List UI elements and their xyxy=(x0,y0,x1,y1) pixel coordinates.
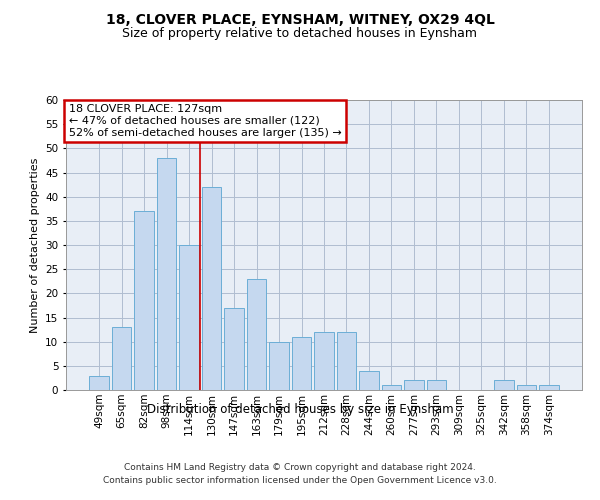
Bar xyxy=(224,308,244,390)
Bar xyxy=(539,385,559,390)
Bar xyxy=(89,376,109,390)
Bar xyxy=(427,380,446,390)
Bar xyxy=(337,332,356,390)
Text: Contains HM Land Registry data © Crown copyright and database right 2024.: Contains HM Land Registry data © Crown c… xyxy=(124,462,476,471)
Bar xyxy=(179,245,199,390)
Bar xyxy=(292,337,311,390)
Bar xyxy=(404,380,424,390)
Text: Distribution of detached houses by size in Eynsham: Distribution of detached houses by size … xyxy=(146,402,454,415)
Bar xyxy=(247,279,266,390)
Y-axis label: Number of detached properties: Number of detached properties xyxy=(29,158,40,332)
Bar xyxy=(157,158,176,390)
Bar xyxy=(494,380,514,390)
Bar xyxy=(202,187,221,390)
Bar xyxy=(517,385,536,390)
Bar xyxy=(314,332,334,390)
Bar xyxy=(382,385,401,390)
Bar xyxy=(134,211,154,390)
Text: 18 CLOVER PLACE: 127sqm
← 47% of detached houses are smaller (122)
52% of semi-d: 18 CLOVER PLACE: 127sqm ← 47% of detache… xyxy=(68,104,341,138)
Bar xyxy=(112,327,131,390)
Text: Contains public sector information licensed under the Open Government Licence v3: Contains public sector information licen… xyxy=(103,476,497,485)
Bar xyxy=(359,370,379,390)
Text: Size of property relative to detached houses in Eynsham: Size of property relative to detached ho… xyxy=(122,28,478,40)
Bar xyxy=(269,342,289,390)
Text: 18, CLOVER PLACE, EYNSHAM, WITNEY, OX29 4QL: 18, CLOVER PLACE, EYNSHAM, WITNEY, OX29 … xyxy=(106,12,494,26)
